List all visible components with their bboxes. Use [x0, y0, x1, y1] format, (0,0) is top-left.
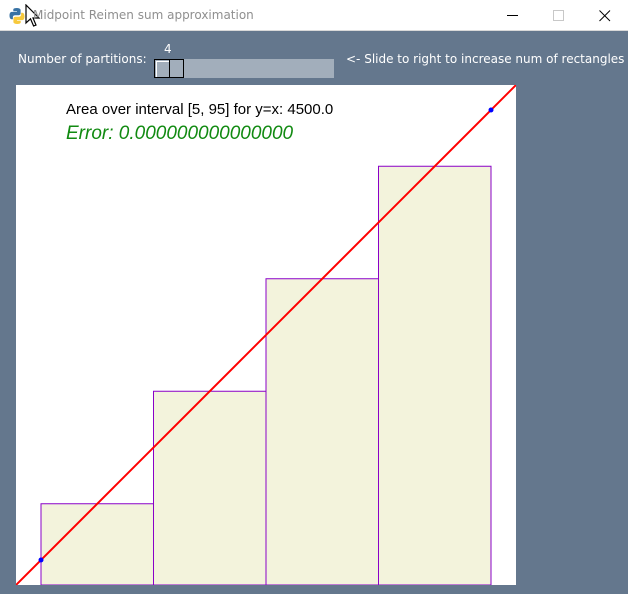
maximize-button[interactable]	[536, 0, 582, 31]
title-bar: Midpoint Reimen sum approximation	[0, 0, 628, 31]
maximize-icon	[553, 10, 564, 21]
slider-value: 4	[164, 42, 172, 56]
error-text: Error: 0.000000000000000	[66, 123, 294, 144]
interval-endpoint-1	[38, 557, 44, 563]
partitions-label: Number of partitions:	[18, 52, 147, 66]
close-icon	[599, 10, 611, 22]
mouse-cursor-icon	[25, 4, 41, 27]
area-text: Area over interval [5, 95] for y=x: 4500…	[66, 101, 334, 118]
riemann-rectangle-4	[378, 165, 492, 585]
minimize-icon	[507, 15, 518, 16]
minimize-button[interactable]	[490, 0, 536, 31]
riemann-plot	[16, 85, 516, 585]
riemann-rectangle-2	[153, 390, 267, 585]
close-button[interactable]	[582, 0, 628, 31]
riemann-rectangle-3	[265, 278, 379, 585]
partitions-slider-handle[interactable]	[154, 59, 184, 78]
plot-canvas: Area over interval [5, 95] for y=x: 4500…	[16, 85, 516, 585]
python-icon	[9, 8, 25, 24]
interval-endpoint-2	[488, 107, 494, 113]
slider-hint: <- Slide to right to increase num of rec…	[346, 52, 625, 66]
partitions-slider-track[interactable]	[154, 59, 334, 78]
window-title: Midpoint Reimen sum approximation	[33, 8, 254, 22]
function-line	[16, 85, 516, 585]
